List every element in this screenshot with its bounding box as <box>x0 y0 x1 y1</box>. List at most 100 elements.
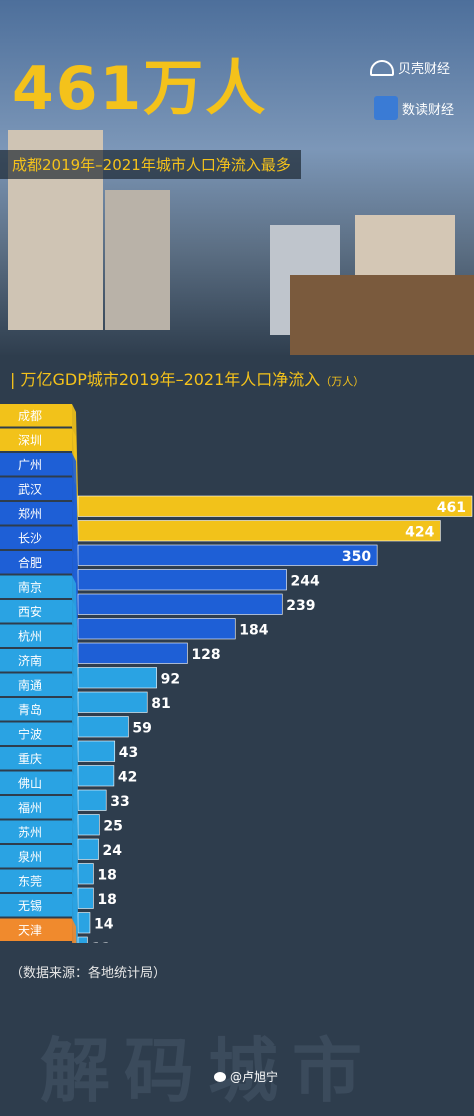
chart-title: | 万亿GDP城市2019年–2021年人口净流入（万人） <box>10 370 365 389</box>
category-label: 深圳 <box>18 434 42 448</box>
category-label-box <box>0 722 72 745</box>
shell-icon <box>370 59 394 76</box>
value-label: 59 <box>132 721 151 737</box>
value-label: 81 <box>151 696 170 712</box>
logo-primary-text: 贝壳财经 <box>398 62 451 77</box>
value-label: 239 <box>286 598 315 614</box>
value-label: 244 <box>291 574 320 590</box>
hero-title: 461万人 <box>12 54 268 124</box>
category-label: 杭州 <box>18 629 42 644</box>
category-label-box <box>0 575 72 598</box>
hero-banner: 461万人 成都2019年–2021年城市人口净流入最多 贝壳财经 数读财经 <box>0 0 474 355</box>
category-label: 苏州 <box>18 826 42 840</box>
bar <box>77 814 100 836</box>
bar-chart: 成都 461 深圳 424 广州 350 武汉 244 郑州 239 长沙 184 合肥 128 南京 92 西… <box>0 404 473 943</box>
category-label-box <box>0 820 72 843</box>
chart-unit: （万人） <box>320 375 365 388</box>
watermark: 解码城市 <box>40 1030 376 1112</box>
value-label: 128 <box>191 647 220 663</box>
value-label: 350 <box>342 549 371 565</box>
category-label-box <box>0 698 72 721</box>
value-label: 33 <box>110 794 129 810</box>
category-label: 广州 <box>18 458 42 472</box>
category-label: 东莞 <box>18 875 42 889</box>
chart-title-text: 万亿GDP城市2019年–2021年人口净流入 <box>20 370 321 389</box>
category-label: 南通 <box>18 678 42 693</box>
category-label-box <box>0 845 72 868</box>
bar <box>77 495 473 517</box>
bar <box>77 838 99 860</box>
shudu-logo: 数读财经 <box>374 96 454 120</box>
category-label-box <box>0 869 72 892</box>
category-label-box <box>0 918 72 941</box>
value-label: 42 <box>118 770 137 786</box>
connector <box>72 918 77 943</box>
logo-secondary-text: 数读财经 <box>402 102 455 118</box>
bar <box>77 520 441 542</box>
category-label: 成都 <box>18 409 42 423</box>
bar <box>77 936 88 943</box>
category-label: 郑州 <box>18 506 42 521</box>
bar <box>77 740 116 762</box>
category-label: 南京 <box>18 580 42 595</box>
category-label: 泉州 <box>18 850 42 864</box>
bar <box>77 667 157 689</box>
value-label: 25 <box>103 819 122 835</box>
data-source: （数据来源：各地统计局） <box>10 966 167 981</box>
bar <box>77 569 287 591</box>
category-label-box <box>0 453 72 476</box>
category-label-box <box>0 649 72 672</box>
category-label: 济南 <box>18 653 42 668</box>
category-label: 福州 <box>18 800 42 815</box>
value-label: 18 <box>97 892 116 908</box>
category-label-box <box>0 747 72 770</box>
category-label-box <box>0 624 72 647</box>
category-label: 天津 <box>18 924 42 938</box>
category-label: 青岛 <box>18 702 42 717</box>
category-label-box <box>0 600 72 623</box>
credit-text: @卢旭宁 <box>230 1070 279 1084</box>
category-label-box <box>0 477 72 500</box>
beike-logo: 贝壳财经 <box>370 58 450 77</box>
value-label: 18 <box>97 868 116 884</box>
category-label: 无锡 <box>18 898 42 913</box>
bar <box>77 765 115 787</box>
category-label-box <box>0 404 72 427</box>
category-label-box <box>0 526 72 549</box>
category-label: 重庆 <box>18 752 42 766</box>
category-label: 长沙 <box>18 532 42 546</box>
category-label-box <box>0 673 72 696</box>
category-label-box <box>0 502 72 525</box>
bar <box>77 593 283 615</box>
value-label: 24 <box>103 843 123 859</box>
bar <box>77 912 91 934</box>
bar <box>77 544 378 566</box>
weibo-credit: @卢旭宁 <box>214 1068 278 1085</box>
bar <box>77 887 94 909</box>
bar <box>77 863 94 885</box>
value-label: 424 <box>405 525 434 541</box>
bar <box>77 642 188 664</box>
category-label: 武汉 <box>18 483 42 497</box>
value-label: 11 <box>91 941 110 943</box>
shudu-icon <box>374 96 398 120</box>
bar <box>77 716 129 738</box>
category-label-box <box>0 771 72 794</box>
bar <box>77 691 148 713</box>
value-label: 461 <box>437 500 466 516</box>
value-label: 92 <box>161 672 180 688</box>
category-label: 合肥 <box>18 555 42 570</box>
category-label-box <box>0 796 72 819</box>
value-label: 184 <box>239 623 268 639</box>
value-label: 14 <box>94 917 114 933</box>
category-label-box <box>0 894 72 917</box>
category-label: 宁波 <box>18 727 42 742</box>
weibo-icon <box>214 1071 226 1082</box>
category-label-box <box>0 551 72 574</box>
category-label: 佛山 <box>18 777 42 791</box>
hero-subtitle: 成都2019年–2021年城市人口净流入最多 <box>0 150 301 179</box>
bar <box>77 618 236 640</box>
category-label: 西安 <box>18 604 42 619</box>
value-label: 43 <box>119 745 138 761</box>
category-label-box <box>0 428 72 451</box>
